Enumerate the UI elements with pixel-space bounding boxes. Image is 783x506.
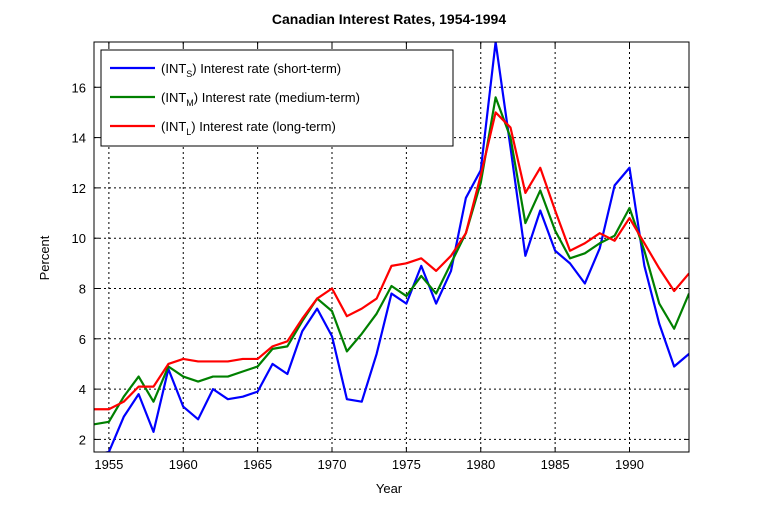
- y-tick-label: 10: [72, 231, 86, 246]
- series-lines: [94, 42, 689, 452]
- legend-item: (INTS) Interest rate (short-term): [110, 61, 341, 79]
- x-tick-label: 1970: [318, 457, 347, 472]
- series-line-l: [94, 111, 689, 411]
- legend-box: [100, 49, 454, 147]
- y-tick-label: 14: [72, 131, 86, 146]
- x-tick-label: 1990: [615, 457, 644, 472]
- legend-item: (INTL) Interest rate (long-term): [110, 119, 336, 137]
- y-tick-label: 12: [72, 181, 86, 196]
- series-line-m: [94, 96, 689, 426]
- series-line-s: [102, 42, 689, 452]
- legend-item: (INTM) Interest rate (medium-term): [110, 90, 360, 108]
- legend-label: (INTL) Interest rate (long-term): [161, 119, 336, 137]
- x-tick-label: 1965: [243, 457, 272, 472]
- y-tick-label: 8: [79, 282, 86, 297]
- y-axis-label: Percent: [37, 235, 52, 280]
- x-tick-label: 1980: [466, 457, 495, 472]
- legend-label: (INTS) Interest rate (short-term): [161, 61, 341, 79]
- grid: [94, 42, 689, 452]
- y-tick-label: 6: [79, 332, 86, 347]
- axis-ticks: [94, 42, 689, 452]
- y-tick-label: 2: [79, 432, 86, 447]
- y-tick-labels: 2 4 6 8 10 12 14 16: [72, 80, 86, 447]
- legend: (INTS) Interest rate (short-term) (INTM) …: [100, 49, 454, 147]
- x-tick-label: 1960: [169, 457, 198, 472]
- x-tick-labels: 1955 1960 1965 1970 1975 1980 1985 1990: [94, 457, 644, 472]
- x-tick-label: 1975: [392, 457, 421, 472]
- chart-title: Canadian Interest Rates, 1954-1994: [272, 11, 506, 27]
- legend-label: (INTM) Interest rate (medium-term): [161, 90, 360, 108]
- y-tick-label: 4: [79, 382, 86, 397]
- x-axis-label: Year: [376, 481, 403, 496]
- plot-frame: [93, 41, 690, 453]
- x-tick-label: 1985: [541, 457, 570, 472]
- x-tick-label: 1955: [94, 457, 123, 472]
- y-tick-label: 16: [72, 80, 86, 95]
